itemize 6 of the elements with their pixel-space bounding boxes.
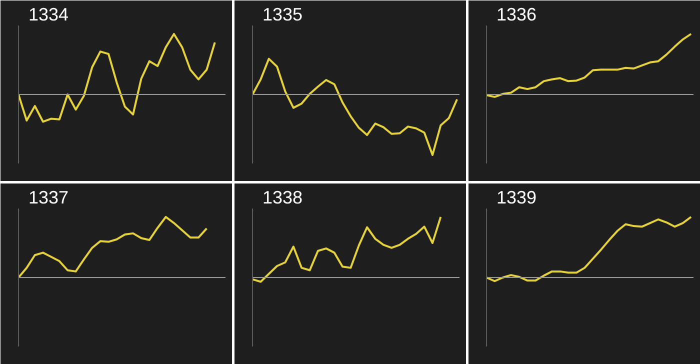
chart-title: 1336 [496, 4, 537, 24]
chart-title: 1337 [28, 188, 69, 208]
chart-title: 1335 [262, 4, 303, 24]
chart-title: 1334 [28, 4, 69, 24]
chart-title: 1338 [262, 188, 303, 208]
chart-title: 1339 [496, 188, 537, 208]
